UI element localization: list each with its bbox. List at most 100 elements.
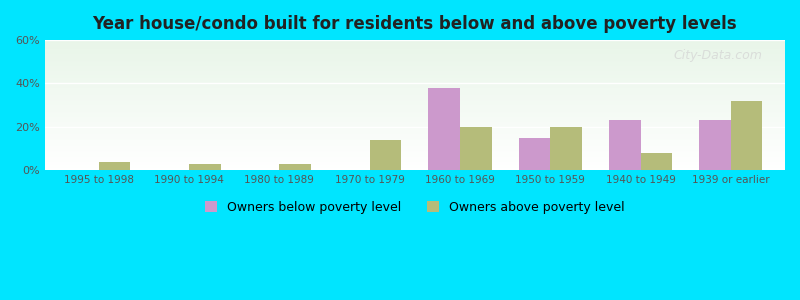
Bar [45, 112, 785, 113]
Text: City-Data.com: City-Data.com [674, 49, 762, 62]
Bar [45, 48, 785, 49]
Bar [45, 44, 785, 45]
Bar [45, 118, 785, 119]
Bar [45, 54, 785, 56]
Bar [45, 164, 785, 165]
Bar [428, 88, 460, 170]
Bar [45, 84, 785, 86]
Bar [189, 164, 221, 170]
Bar [45, 74, 785, 75]
Bar [45, 100, 785, 101]
Bar [45, 129, 785, 130]
Bar [45, 139, 785, 140]
Bar [45, 161, 785, 162]
Bar [45, 69, 785, 70]
Bar [641, 153, 672, 170]
Bar [45, 106, 785, 108]
Bar [45, 166, 785, 168]
Legend: Owners below poverty level, Owners above poverty level: Owners below poverty level, Owners above… [200, 196, 630, 219]
Bar [550, 127, 582, 170]
Bar [45, 65, 785, 66]
Bar [45, 168, 785, 169]
Bar [45, 50, 785, 52]
Bar [460, 127, 491, 170]
Bar [518, 138, 550, 170]
Bar [45, 130, 785, 131]
Bar [45, 110, 785, 112]
Bar [45, 127, 785, 129]
Bar [45, 119, 785, 121]
Bar [45, 125, 785, 126]
Bar [45, 104, 785, 105]
Bar [45, 135, 785, 136]
Bar [45, 96, 785, 98]
Bar [45, 95, 785, 96]
Bar [45, 88, 785, 90]
Bar [45, 154, 785, 156]
Bar [45, 41, 785, 43]
Bar [45, 90, 785, 91]
Bar [45, 101, 785, 103]
Bar [45, 148, 785, 149]
Bar [45, 79, 785, 80]
Bar [45, 83, 785, 84]
Bar [45, 53, 785, 54]
Title: Year house/condo built for residents below and above poverty levels: Year house/condo built for residents bel… [93, 15, 737, 33]
Bar [45, 123, 785, 125]
Bar [609, 120, 641, 170]
Bar [45, 64, 785, 65]
Bar [45, 152, 785, 153]
Bar [45, 57, 785, 58]
Bar [45, 134, 785, 135]
Bar [45, 82, 785, 83]
Bar [370, 140, 402, 170]
Bar [45, 76, 785, 78]
Bar [45, 91, 785, 92]
Bar [45, 94, 785, 95]
Bar [45, 156, 785, 157]
Bar [45, 116, 785, 117]
Bar [45, 158, 785, 160]
Bar [45, 117, 785, 118]
Bar [45, 62, 785, 64]
Bar [45, 61, 785, 62]
Bar [45, 56, 785, 57]
Bar [45, 143, 785, 144]
Bar [45, 68, 785, 69]
Bar [45, 147, 785, 148]
Bar [45, 75, 785, 76]
Bar [45, 71, 785, 73]
Bar [98, 162, 130, 170]
Bar [45, 131, 785, 133]
Bar [45, 113, 785, 114]
Bar [45, 162, 785, 164]
Bar [45, 45, 785, 46]
Bar [45, 133, 785, 134]
Bar [45, 105, 785, 106]
Bar [45, 49, 785, 50]
Bar [45, 80, 785, 82]
Bar [45, 60, 785, 61]
Bar [699, 120, 731, 170]
Bar [45, 73, 785, 74]
Bar [45, 92, 785, 94]
Bar [45, 160, 785, 161]
Bar [45, 165, 785, 166]
Bar [45, 146, 785, 147]
Bar [45, 138, 785, 139]
Bar [45, 87, 785, 88]
Bar [45, 136, 785, 138]
Bar [45, 169, 785, 170]
Bar [45, 151, 785, 152]
Bar [45, 153, 785, 154]
Bar [45, 52, 785, 53]
Bar [45, 99, 785, 100]
Bar [279, 164, 311, 170]
Bar [45, 66, 785, 68]
Bar [45, 108, 785, 109]
Bar [45, 114, 785, 116]
Bar [45, 58, 785, 60]
Bar [45, 86, 785, 87]
Bar [45, 103, 785, 104]
Bar [45, 144, 785, 145]
